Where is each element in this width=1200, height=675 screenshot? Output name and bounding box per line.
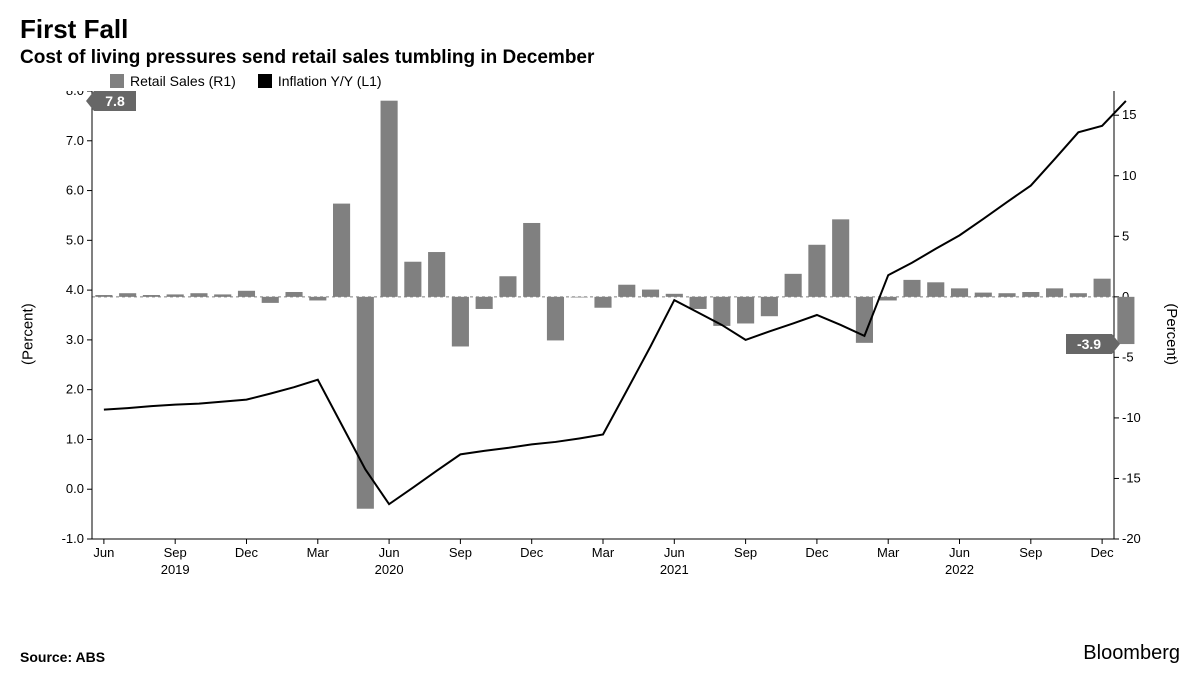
svg-text:7.8: 7.8 <box>105 93 125 109</box>
svg-text:3.0: 3.0 <box>66 332 84 347</box>
chart-svg: -1.0 0.0 1.0 2.0 3.0 4.0 5.0 6.0 7.0 8.0 -20 -15 -10… <box>20 91 1180 581</box>
svg-text:Sep: Sep <box>164 545 187 560</box>
source-text: Source: ABS <box>20 649 105 665</box>
svg-text:Jun: Jun <box>379 545 400 560</box>
svg-text:6.0: 6.0 <box>66 183 84 198</box>
svg-text:Jun: Jun <box>93 545 114 560</box>
legend: Retail Sales (R1) Inflation Y/Y (L1) <box>20 73 1180 89</box>
svg-text:5.0: 5.0 <box>66 232 84 247</box>
y-axis-label-right: (Percent) <box>1164 303 1181 365</box>
brand-logo: Bloomberg <box>1083 642 1180 665</box>
svg-text:-10: -10 <box>1122 410 1141 425</box>
svg-text:2019: 2019 <box>161 562 190 577</box>
svg-text:7.0: 7.0 <box>66 133 84 148</box>
legend-item-inflation: Inflation Y/Y (L1) <box>258 73 382 89</box>
svg-text:2022: 2022 <box>945 562 974 577</box>
legend-label-retail: Retail Sales (R1) <box>130 73 236 89</box>
legend-swatch-inflation <box>258 74 272 88</box>
svg-text:Dec: Dec <box>805 545 829 560</box>
chart-container: First Fall Cost of living pressures send… <box>0 0 1200 675</box>
svg-text:Jun: Jun <box>664 545 685 560</box>
svg-text:Mar: Mar <box>592 545 615 560</box>
svg-text:5: 5 <box>1122 228 1129 243</box>
svg-text:2021: 2021 <box>660 562 689 577</box>
svg-text:10: 10 <box>1122 168 1136 183</box>
svg-text:4.0: 4.0 <box>66 282 84 297</box>
subtitle: Cost of living pressures send retail sal… <box>20 47 1180 69</box>
svg-text:Mar: Mar <box>307 545 330 560</box>
svg-text:Jun: Jun <box>949 545 970 560</box>
svg-text:-15: -15 <box>1122 470 1141 485</box>
svg-text:Dec: Dec <box>235 545 259 560</box>
svg-text:0.0: 0.0 <box>66 481 84 496</box>
svg-text:-1.0: -1.0 <box>62 531 84 546</box>
svg-text:2020: 2020 <box>375 562 404 577</box>
svg-text:2.0: 2.0 <box>66 382 84 397</box>
legend-swatch-retail <box>110 74 124 88</box>
svg-text:8.0: 8.0 <box>66 91 84 98</box>
svg-text:Dec: Dec <box>520 545 544 560</box>
svg-text:Mar: Mar <box>877 545 900 560</box>
svg-text:Sep: Sep <box>734 545 757 560</box>
svg-text:Sep: Sep <box>1019 545 1042 560</box>
svg-text:-20: -20 <box>1122 531 1141 546</box>
chart-area: (Percent) (Percent) -1.0 0.0 1.0 2.0 3.0 4.0 5… <box>20 91 1180 638</box>
legend-item-retail: Retail Sales (R1) <box>110 73 236 89</box>
svg-text:Sep: Sep <box>449 545 472 560</box>
page-title: First Fall <box>20 14 1180 45</box>
footer: Source: ABS Bloomberg <box>20 638 1180 665</box>
svg-text:Dec: Dec <box>1091 545 1115 560</box>
y-axis-label-left: (Percent) <box>20 303 37 365</box>
legend-label-inflation: Inflation Y/Y (L1) <box>278 73 382 89</box>
svg-text:-5: -5 <box>1122 349 1134 364</box>
svg-text:-3.9: -3.9 <box>1077 336 1101 352</box>
svg-text:1.0: 1.0 <box>66 431 84 446</box>
svg-text:15: 15 <box>1122 107 1136 122</box>
